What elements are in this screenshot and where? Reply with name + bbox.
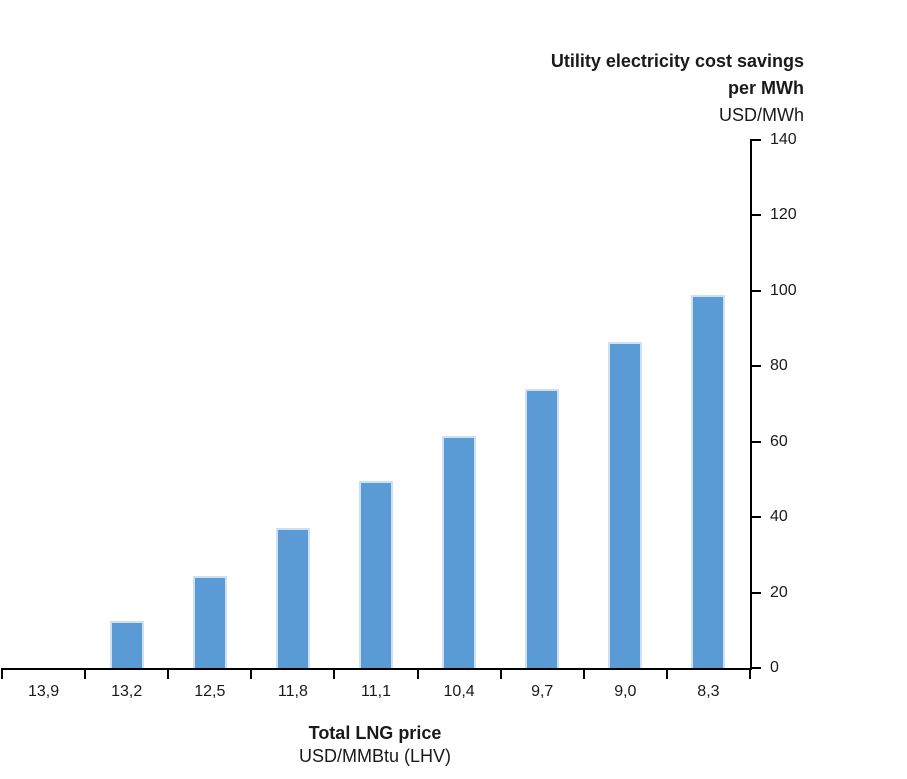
bar-9,0 xyxy=(608,341,643,668)
y-axis-tick-label-0: 0 xyxy=(770,659,779,676)
y-axis-tick-label-40: 40 xyxy=(770,508,788,526)
x-axis-category-label-11,8: 11,8 xyxy=(277,683,308,700)
x-axis-tick-1 xyxy=(84,668,87,679)
x-axis-category-label-12,5: 12,5 xyxy=(194,683,226,700)
bar-10,4 xyxy=(442,436,477,668)
bar-8,3 xyxy=(691,294,726,668)
chart-title-line2: per MWh xyxy=(728,78,804,98)
y-axis-tick-80 xyxy=(750,365,761,368)
y-axis-tick-60 xyxy=(750,440,761,443)
x-axis-category-label-10,4: 10,4 xyxy=(443,683,475,700)
y-axis-tick-20 xyxy=(750,591,761,594)
x-axis-tick-8 xyxy=(665,668,668,679)
x-axis-title-text: Total LNG price xyxy=(308,723,442,743)
y-axis-unit-label: USD/MWh xyxy=(719,105,804,125)
y-axis-tick-label-100: 100 xyxy=(770,281,797,299)
bar-13,2 xyxy=(109,620,144,668)
x-axis-tick-6 xyxy=(499,668,502,679)
y-axis-tick-120 xyxy=(750,214,761,217)
y-axis-tick-40 xyxy=(750,516,761,519)
chart-title: Utility electricity cost savings per MWh… xyxy=(551,48,804,129)
chart-title-line1: Utility electricity cost savings xyxy=(550,51,804,71)
x-axis-category-label-11,1: 11,1 xyxy=(361,683,391,700)
x-axis-tick-5 xyxy=(416,668,419,679)
y-axis-tick-140 xyxy=(750,139,761,141)
y-axis-tick-label-140: 140 xyxy=(770,131,797,148)
x-axis-category-label-8,3: 8,3 xyxy=(697,683,720,700)
x-axis-unit-label: USD/MMBtu (LHV) xyxy=(298,746,451,766)
bar-9,7 xyxy=(525,388,560,668)
x-axis-tick-9 xyxy=(749,668,751,679)
x-axis-tick-0 xyxy=(1,668,3,679)
y-axis-tick-label-120: 120 xyxy=(770,206,797,224)
y-axis-tick-label-80: 80 xyxy=(770,357,788,375)
plot-area xyxy=(2,140,752,670)
y-axis-tick-label-20: 20 xyxy=(770,583,788,601)
bar-11,8 xyxy=(275,528,310,668)
x-axis-title: Total LNG price USD/MMBtu (LHV) xyxy=(0,722,750,768)
x-axis-category-label-9,0: 9,0 xyxy=(614,683,637,700)
y-axis-tick-label-60: 60 xyxy=(770,432,788,450)
bar-11,1 xyxy=(359,481,393,668)
x-axis-category-label-9,7: 9,7 xyxy=(531,683,554,700)
x-axis-category-label-13,9: 13,9 xyxy=(27,683,60,700)
y-axis-tick-100 xyxy=(750,289,761,292)
x-axis-tick-2 xyxy=(167,668,170,679)
bar-12,5 xyxy=(192,575,227,668)
x-axis-tick-3 xyxy=(250,668,253,679)
x-axis-tick-7 xyxy=(582,668,585,679)
y-axis-tick-0 xyxy=(750,667,761,669)
x-axis-category-label-13,2: 13,2 xyxy=(111,683,143,700)
x-axis-tick-4 xyxy=(333,668,336,679)
